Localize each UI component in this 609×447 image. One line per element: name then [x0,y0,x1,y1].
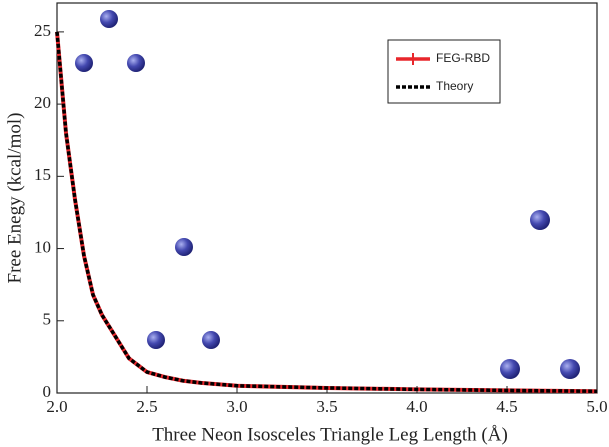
x-tick-label: 2.0 [46,397,67,416]
x-tick-label: 3.5 [316,397,337,416]
series-line [55,31,598,394]
y-tick-label: 0 [43,382,52,401]
y-tick-label: 20 [34,93,51,112]
legend-label: Theory [436,79,473,93]
y-tick-label: 15 [34,165,51,184]
x-tick-label: 2.5 [136,397,157,416]
atom-illustrations [75,10,580,379]
x-tick-label: 4.0 [406,397,427,416]
y-tick-label: 10 [34,237,51,256]
x-tick-label: 5.0 [586,397,607,416]
y-tick-label: 5 [43,310,52,329]
x-tick-label: 4.5 [496,397,517,416]
y-axis-label: Free Enegy (kcal/mol) [4,113,25,284]
y-tick-label: 25 [34,21,51,40]
x-tick-label: 3.0 [226,397,247,416]
legend-label: FEG-RBD [436,51,490,65]
legend-box [387,39,501,104]
series-line [55,31,598,394]
x-axis-label: Three Neon Isosceles Triangle Leg Length… [152,424,508,445]
